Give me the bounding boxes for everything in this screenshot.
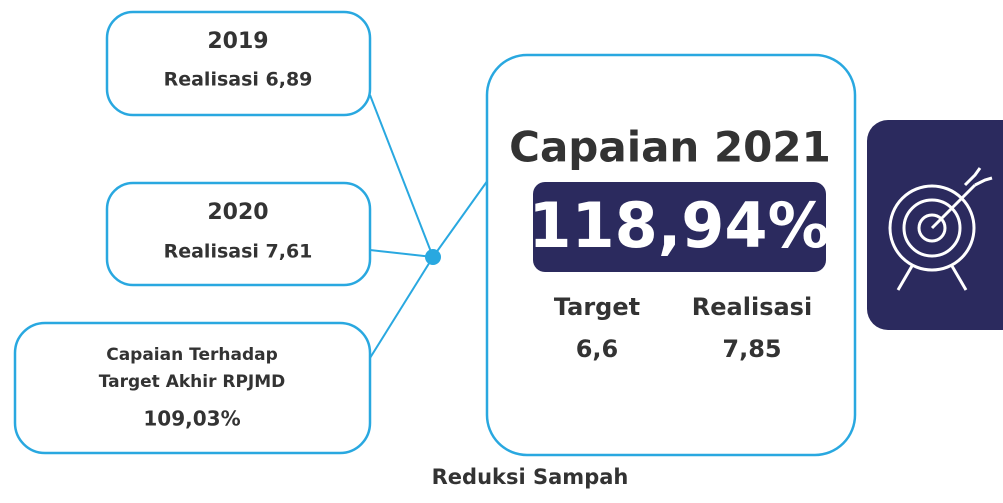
hub-dot <box>425 249 441 265</box>
realisasi: Realisasi 7,61 <box>164 241 313 263</box>
value-badge <box>533 182 826 272</box>
box-2019 <box>105 10 372 117</box>
year: 2020 <box>207 200 268 225</box>
realisasi-value: 7,85 <box>722 335 781 363</box>
connector <box>369 94 434 258</box>
box-2020 <box>105 181 372 287</box>
connector <box>432 179 489 258</box>
realisasi: Realisasi 6,89 <box>164 69 313 91</box>
realisasi-label: Realisasi <box>692 293 812 321</box>
rpjmd-line: Capaian Terhadap <box>106 345 278 365</box>
connector <box>369 249 434 258</box>
connector <box>369 256 434 359</box>
box-rpjmd <box>13 321 372 455</box>
year: 2019 <box>207 29 268 54</box>
main-title: Capaian 2021 <box>509 123 831 172</box>
main-value: 118,94% <box>528 189 829 262</box>
target-label: Target <box>554 293 640 321</box>
target-value: 6,6 <box>576 335 619 363</box>
footer-title: Reduksi Sampah <box>432 465 629 489</box>
connectors <box>369 94 489 359</box>
rpjmd-line: Target Akhir RPJMD <box>99 372 286 392</box>
target-icon <box>888 167 993 291</box>
rpjmd-value: 109,03% <box>143 407 240 431</box>
